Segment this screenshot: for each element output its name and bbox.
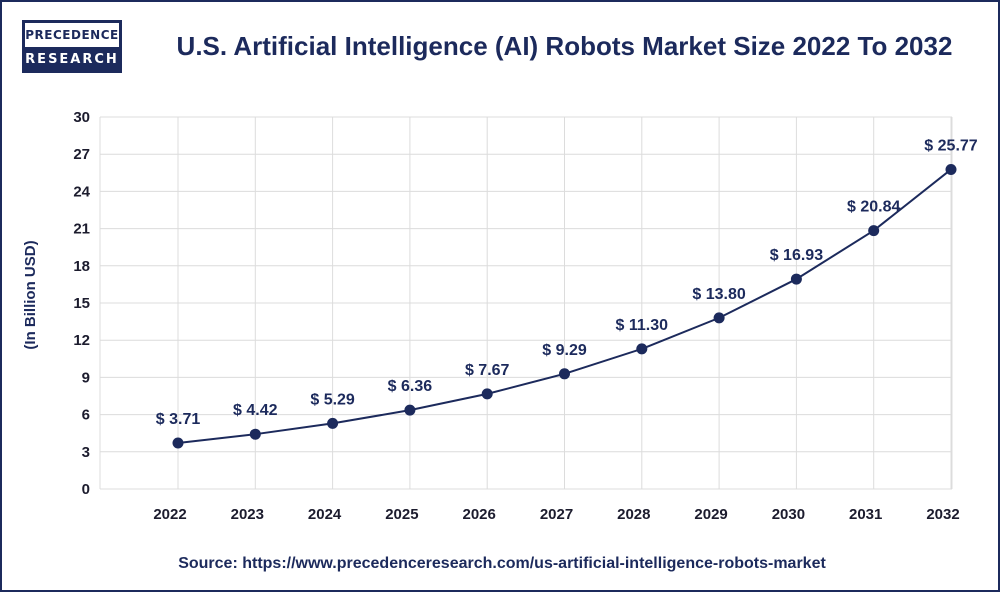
y-tick-label: 24 [73,183,90,200]
x-tick-label: 2025 [385,506,418,523]
y-tick-label: 18 [73,258,90,275]
source-note: Source: https://www.precedenceresearch.c… [178,555,826,572]
data-label: $ 6.36 [388,378,433,395]
data-label: $ 4.42 [233,402,278,419]
data-point [790,273,802,285]
x-tick-label: 2032 [926,506,959,523]
y-tick-label: 6 [82,407,90,424]
y-tick-label: 27 [73,146,90,163]
data-point [868,225,880,237]
data-point [404,404,416,416]
x-tick-label: 2023 [231,506,264,523]
data-label: $ 5.29 [310,391,355,408]
data-label: $ 25.77 [924,137,977,154]
logo-line-2: RESEARCH [25,47,119,70]
data-label: $ 20.84 [847,199,900,216]
data-label: $ 3.71 [156,411,201,428]
data-point [172,437,184,449]
x-tick-label: 2028 [617,506,650,523]
data-label: $ 16.93 [770,247,823,264]
data-label: $ 11.30 [616,317,669,334]
data-label: $ 13.80 [692,286,745,303]
y-tick-label: 15 [73,295,90,312]
y-tick-label: 30 [73,109,90,126]
y-tick-label: 0 [82,481,90,498]
precedence-research-logo: PRECEDENCE RESEARCH [22,20,122,73]
y-tick-label: 21 [73,221,90,238]
y-tick-label: 3 [82,444,90,461]
x-tick-label: 2026 [463,506,496,523]
data-point [481,388,493,400]
x-tick-label: 2031 [849,506,882,523]
data-label: $ 7.67 [465,362,510,379]
data-point [327,417,339,429]
logo-line-1: PRECEDENCE [25,23,119,47]
x-tick-label: 2027 [540,506,573,523]
x-tick-label: 2029 [694,506,727,523]
data-point [945,163,957,175]
data-point [713,312,725,324]
x-tick-label: 2024 [308,506,342,523]
data-point [636,343,648,355]
y-tick-label: 9 [82,369,90,386]
x-tick-label: 2022 [153,506,186,523]
data-point [249,428,261,440]
data-label: $ 9.29 [542,342,587,359]
data-point [559,368,570,380]
x-tick-label: 2030 [772,506,805,523]
chart-title: U.S. Artificial Intelligence (AI) Robots… [176,31,953,61]
y-tick-label: 12 [73,332,90,349]
